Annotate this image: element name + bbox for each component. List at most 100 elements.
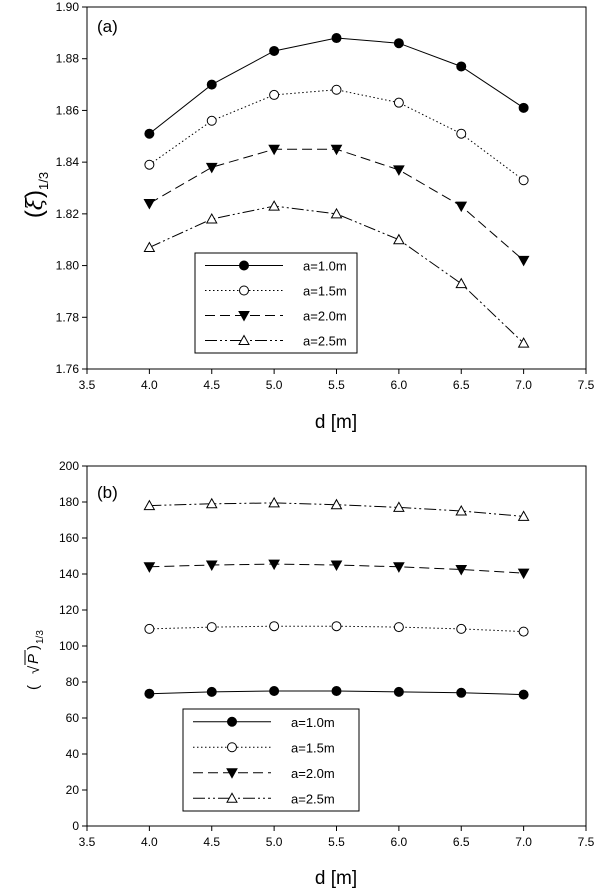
data-point-b-1 <box>269 686 280 696</box>
data-point-b-3 <box>455 565 468 576</box>
legend-label: a=2.0m <box>291 766 335 781</box>
legend-label: a=2.5m <box>303 334 347 349</box>
x-tick-label: 7.5 <box>578 378 595 392</box>
y-tick-label: 1.82 <box>56 207 80 221</box>
data-point-a-1 <box>269 45 280 56</box>
legend-box-b <box>182 708 360 812</box>
y-tick-label: 1.76 <box>56 362 80 376</box>
data-point-b-1 <box>456 687 467 698</box>
data-point-a-3 <box>393 165 405 176</box>
data-point-a-3 <box>330 144 343 156</box>
y-axis-label-close-b: ) <box>25 645 42 650</box>
data-point-a-2 <box>269 89 280 100</box>
data-point-b-2 <box>393 622 404 633</box>
y-axis-label-b: ( √ P ) 1/3 <box>24 630 46 690</box>
legend-label: a=2.0m <box>303 309 347 324</box>
x-tick-label: 7.5 <box>578 835 595 849</box>
x-tick-label: 5.0 <box>266 835 283 849</box>
data-point-b-2 <box>144 623 155 634</box>
data-point-a-4 <box>393 233 405 245</box>
legend-label: a=2.5m <box>291 791 335 806</box>
data-point-a-4 <box>268 200 280 211</box>
y-tick-label: 1.90 <box>56 0 80 14</box>
series-line-a-2 <box>149 89 524 181</box>
y-tick-label: 1.88 <box>56 52 80 66</box>
legend-marker <box>227 742 237 753</box>
x-tick-label: 6.0 <box>391 378 408 392</box>
y-tick-label: 1.80 <box>56 259 80 273</box>
sqrt-sign-icon: √ <box>26 665 43 674</box>
y-tick-label: 1.78 <box>56 310 80 324</box>
data-point-b-4 <box>517 510 530 521</box>
data-point-a-2 <box>393 97 404 108</box>
data-point-a-3 <box>455 201 468 213</box>
data-point-a-3 <box>268 144 280 156</box>
data-point-b-4 <box>143 499 156 511</box>
data-point-b-2 <box>518 626 529 637</box>
panel-label-a: (a) <box>97 17 118 36</box>
x-tick-label: 6.0 <box>391 835 408 849</box>
data-point-a-2 <box>206 115 217 126</box>
legend-label: a=1.0m <box>303 259 347 274</box>
x-tick-label: 5.5 <box>328 835 345 849</box>
data-point-b-2 <box>331 621 342 632</box>
data-point-a-4 <box>205 212 218 224</box>
y-axis-label-open-b: ( <box>25 685 42 690</box>
panel-label-b: (b) <box>97 483 118 502</box>
chart-panel-b: (b) d [m] ( √ P ) 1/3 3.5 4.0 4.5 5.0 5.5 6.0… <box>24 459 595 889</box>
data-point-b-4 <box>268 496 280 508</box>
x-tick-label: 6.5 <box>453 378 470 392</box>
data-point-a-1 <box>518 102 529 113</box>
data-point-a-3 <box>517 255 530 267</box>
x-tick-label: 5.5 <box>328 378 345 392</box>
legend-box-a <box>194 252 358 354</box>
y-tick-label: 160 <box>59 531 79 545</box>
x-tick-label: 5.0 <box>266 378 283 392</box>
data-point-a-4 <box>330 207 343 219</box>
data-point-b-3 <box>330 560 343 572</box>
data-point-a-2 <box>144 159 155 170</box>
y-axis-label-subscript-b: 1/3 <box>35 630 46 644</box>
legend-marker <box>226 792 238 803</box>
data-point-a-1 <box>331 33 342 44</box>
x-tick-label: 6.5 <box>453 835 470 849</box>
y-tick-label: 0 <box>72 819 79 833</box>
series-line-a-3 <box>149 148 524 261</box>
data-point-a-3 <box>143 199 156 210</box>
data-point-b-3 <box>517 568 530 580</box>
y-axis-label-close-a: ) <box>21 190 48 198</box>
y-tick-label: 1.84 <box>56 155 80 169</box>
data-point-b-2 <box>269 621 280 632</box>
x-tick-label: 3.5 <box>79 378 96 392</box>
y-tick-label: 200 <box>59 459 79 473</box>
data-point-b-1 <box>144 688 155 699</box>
legend-marker <box>238 334 250 345</box>
y-tick-label: 40 <box>66 747 80 761</box>
data-point-a-3 <box>205 162 218 174</box>
y-tick-label: 120 <box>59 603 79 617</box>
x-tick-label: 4.0 <box>141 378 158 392</box>
legend-label: a=1.0m <box>291 715 335 730</box>
x-tick-label: 4.5 <box>203 835 220 849</box>
data-point-b-4 <box>205 497 218 509</box>
data-point-a-1 <box>393 38 404 49</box>
x-axis-label-b: d [m] <box>315 868 357 889</box>
legend-marker <box>238 311 250 322</box>
x-tick-label: 7.0 <box>515 835 532 849</box>
y-axis-label-a: (ξ)1/3 <box>21 172 51 218</box>
data-point-b-3 <box>205 560 218 572</box>
y-axis-label-open-a: ( <box>21 210 48 218</box>
data-point-a-4 <box>517 337 530 348</box>
data-point-b-1 <box>331 686 342 696</box>
legend-marker <box>226 768 238 779</box>
data-point-a-4 <box>143 241 156 252</box>
y-tick-label: 140 <box>59 567 79 581</box>
data-point-a-1 <box>456 61 467 72</box>
data-point-b-1 <box>393 686 404 697</box>
legend-marker <box>239 260 249 271</box>
y-tick-label: 1.86 <box>56 103 80 117</box>
data-point-b-1 <box>518 689 529 700</box>
chart-panel-a: (a) d [m] (ξ)1/3 3.5 4.0 4.5 5.0 5.5 6.0 6.5 7.… <box>21 0 595 433</box>
y-axis-label-symbol-b: P <box>25 654 42 664</box>
y-tick-label: 100 <box>59 639 79 653</box>
